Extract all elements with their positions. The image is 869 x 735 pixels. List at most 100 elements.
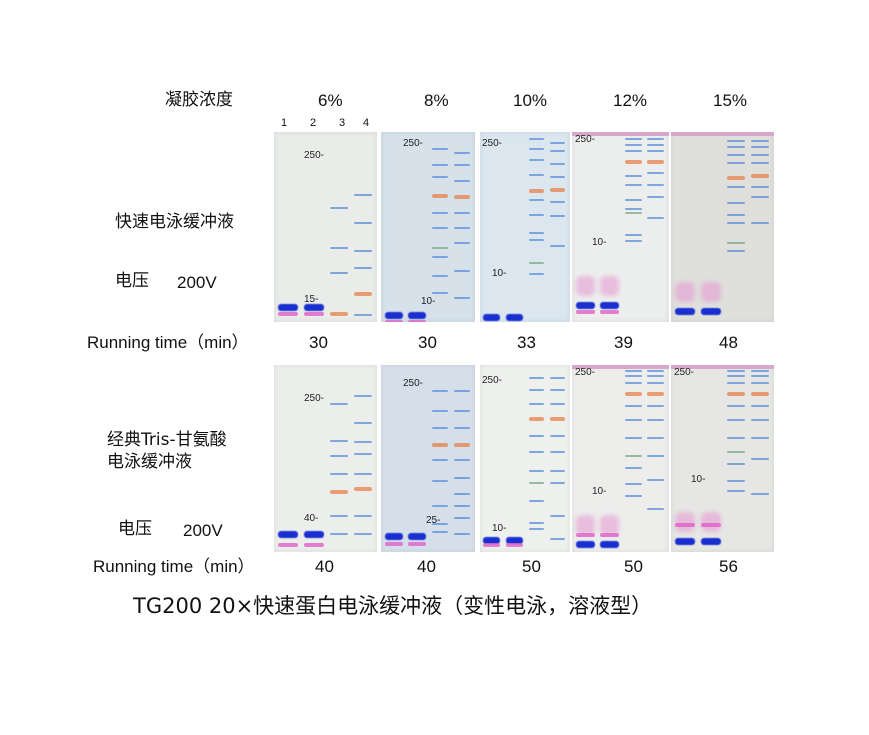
ladder-band xyxy=(432,194,448,198)
ladder-band xyxy=(625,138,642,140)
marker-label-low: 40- xyxy=(304,513,319,524)
ladder-band xyxy=(751,437,769,439)
ladder-band xyxy=(625,392,642,396)
ladder-band xyxy=(625,175,642,177)
marker-label-high: 250- xyxy=(482,138,503,149)
ladder-band xyxy=(432,427,448,429)
pink-band xyxy=(483,543,500,547)
dye-front-band xyxy=(304,531,324,538)
bottom-time-10: 50 xyxy=(522,557,541,576)
ladder-band xyxy=(727,154,745,156)
ladder-band xyxy=(529,138,544,140)
ladder-band xyxy=(625,144,642,146)
top-time-10: 33 xyxy=(517,333,536,352)
ladder-band xyxy=(625,234,642,236)
ladder-band xyxy=(432,148,448,150)
ladder-band xyxy=(330,455,348,457)
sample-smear xyxy=(675,512,695,532)
ladder-band xyxy=(550,515,565,517)
bottom-time-12: 50 xyxy=(624,557,643,576)
ladder-band xyxy=(529,239,544,241)
gel-image-bottom-15pct: 250- 10- xyxy=(671,365,774,552)
ladder-band xyxy=(330,473,348,475)
dye-front-band xyxy=(701,538,721,545)
dye-front-band xyxy=(576,302,595,309)
ladder-band xyxy=(625,160,642,164)
gel-image-bottom-8pct: 250- 25- xyxy=(381,365,475,552)
ladder-band xyxy=(529,417,544,421)
ladder-band xyxy=(727,419,745,421)
bottom-time-8: 40 xyxy=(417,557,436,576)
ladder-band xyxy=(727,382,745,384)
ladder-band xyxy=(529,262,544,264)
dye-front-band xyxy=(385,533,403,540)
fast-buffer-label: 快速电泳缓冲液 xyxy=(115,212,234,232)
sample-smear xyxy=(600,276,619,296)
marker-label-low: 10- xyxy=(691,474,706,485)
ladder-band xyxy=(454,477,470,479)
ladder-band xyxy=(625,375,642,377)
gel-image-top-10pct: 250- 10- xyxy=(480,132,570,322)
ladder-band xyxy=(727,392,745,396)
ladder-band xyxy=(727,186,745,188)
ladder-band xyxy=(432,531,448,533)
marker-label-low: 10- xyxy=(592,486,607,497)
ladder-band xyxy=(727,140,745,142)
ladder-band xyxy=(550,215,565,217)
ladder-band xyxy=(550,142,565,144)
ladder-band xyxy=(751,186,769,188)
marker-label-high: 250- xyxy=(674,367,695,378)
ladder-band xyxy=(550,538,565,540)
top-voltage-label: 电压 xyxy=(115,271,149,291)
ladder-band xyxy=(529,174,544,176)
gel-image-top-12pct: 250- 10- xyxy=(572,132,669,322)
ladder-band xyxy=(550,435,565,437)
ladder-band xyxy=(454,195,470,199)
sample-smear xyxy=(701,282,721,302)
ladder-band xyxy=(625,467,642,469)
ladder-band xyxy=(354,453,372,455)
ladder-band xyxy=(727,451,745,453)
ladder-band xyxy=(647,172,664,174)
pink-band xyxy=(576,533,595,537)
ladder-band xyxy=(751,375,769,377)
ladder-band xyxy=(454,180,470,182)
ladder-band xyxy=(751,370,769,372)
ladder-band xyxy=(751,222,769,224)
ladder-band xyxy=(529,189,544,193)
ladder-band xyxy=(330,312,348,316)
ladder-band xyxy=(432,176,448,178)
ladder-band xyxy=(550,163,565,165)
ladder-band xyxy=(647,437,664,439)
ladder-band xyxy=(529,199,544,201)
ladder-band xyxy=(432,227,448,229)
gel-image-bottom-6pct: 250- 40- xyxy=(274,365,377,552)
gel-top-edge xyxy=(572,132,669,136)
gel-top-edge xyxy=(572,365,669,369)
ladder-band xyxy=(354,314,372,316)
ladder-band xyxy=(432,459,448,461)
ladder-band xyxy=(550,403,565,405)
ladder-band xyxy=(751,419,769,421)
pink-band xyxy=(278,312,298,316)
gel-concentration-label: 凝胶浓度 xyxy=(165,90,233,110)
dye-front-band xyxy=(483,537,500,544)
sample-smear xyxy=(701,512,721,532)
ladder-band xyxy=(727,370,745,372)
dye-front-band xyxy=(408,312,426,319)
ladder-band xyxy=(751,174,769,178)
ladder-band xyxy=(625,184,642,186)
ladder-band xyxy=(727,242,745,244)
ladder-band xyxy=(529,451,544,453)
ladder-band xyxy=(330,272,348,274)
ladder-band xyxy=(625,419,642,421)
ladder-band xyxy=(454,212,470,214)
concentration-10: 10% xyxy=(513,91,548,110)
ladder-band xyxy=(647,144,664,146)
ladder-band xyxy=(625,150,642,152)
ladder-band xyxy=(454,459,470,461)
ladder-band xyxy=(647,150,664,152)
ladder-band xyxy=(625,199,642,201)
ladder-band xyxy=(454,164,470,166)
ladder-band xyxy=(727,146,745,148)
